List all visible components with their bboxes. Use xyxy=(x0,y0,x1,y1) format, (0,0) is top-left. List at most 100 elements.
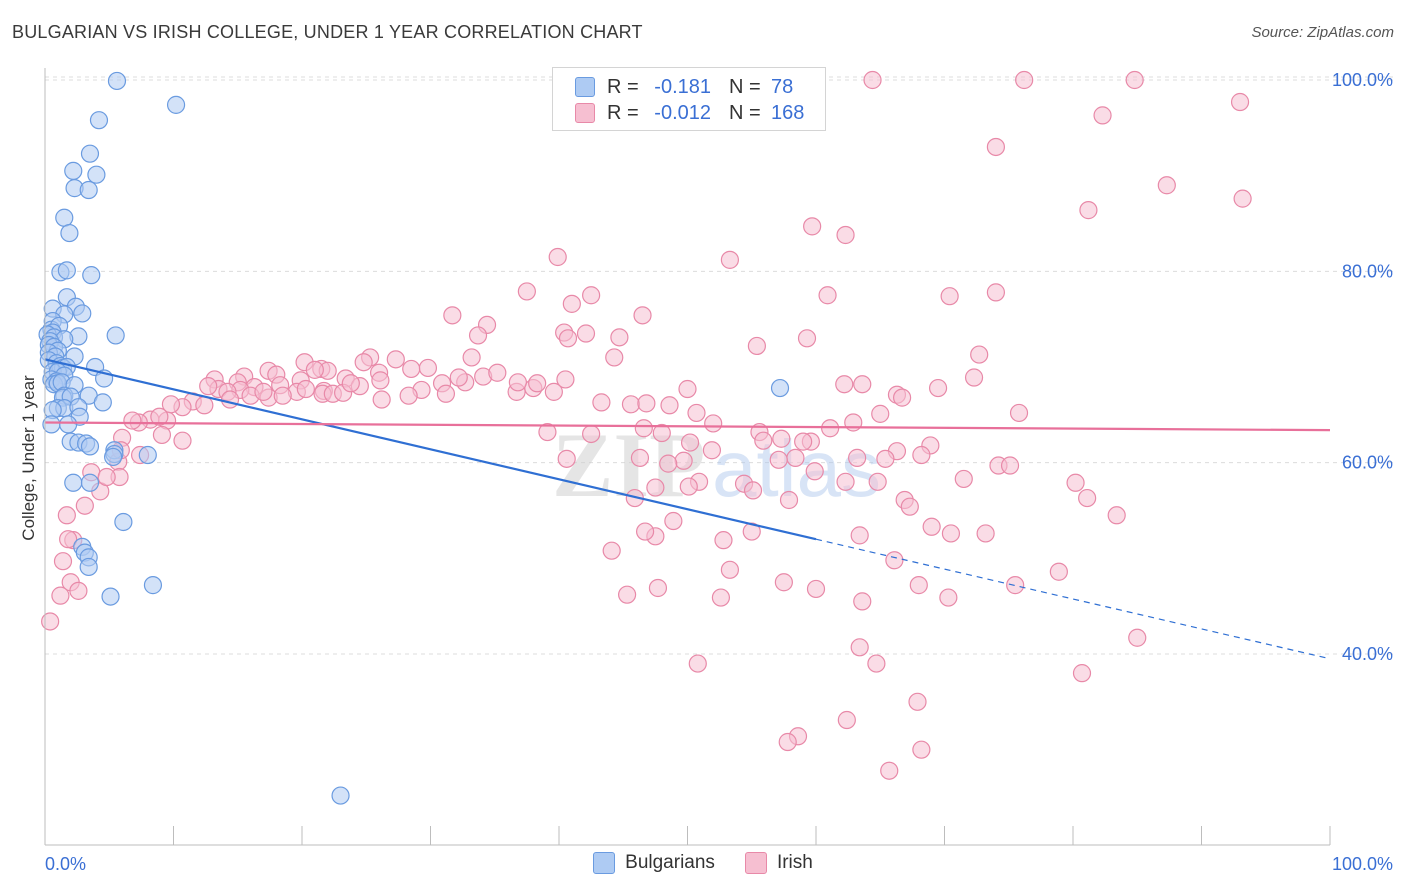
irish-point xyxy=(508,373,527,392)
bulgarian-point xyxy=(60,223,79,243)
irish-point xyxy=(711,588,731,607)
irish-point xyxy=(605,348,624,367)
irish-point xyxy=(123,411,142,430)
legend-item-irish[interactable]: Irish xyxy=(744,852,813,874)
irish-point xyxy=(853,592,872,611)
irish-point xyxy=(922,517,941,536)
bulgarian-point xyxy=(106,326,125,345)
irish-point xyxy=(664,511,683,531)
bulgarian-point xyxy=(101,587,120,606)
bulgarian-point xyxy=(73,304,92,323)
irish-point xyxy=(678,379,697,399)
irish-point xyxy=(986,137,1006,157)
irish-point xyxy=(635,522,655,541)
irish-point xyxy=(797,329,817,348)
legend-item-bulgarians[interactable]: Bulgarians xyxy=(593,852,715,874)
irish-point xyxy=(941,524,961,543)
irish-point xyxy=(853,375,872,394)
bulgarian-point xyxy=(80,473,100,492)
irish-point xyxy=(592,393,611,412)
irish-point xyxy=(659,454,678,473)
irish-point xyxy=(818,286,837,305)
irish-point xyxy=(558,329,578,348)
irish-point xyxy=(774,573,793,592)
irish-point xyxy=(402,359,421,379)
irish-point xyxy=(880,761,899,780)
irish-swatch xyxy=(575,103,595,123)
irish-point xyxy=(1233,189,1252,208)
irish-point xyxy=(1015,70,1034,90)
irish-point xyxy=(954,469,973,489)
r-value: -0.012 xyxy=(654,101,711,124)
irish-point xyxy=(1049,562,1068,581)
x-tick-label: 0.0% xyxy=(45,854,86,874)
irish-points xyxy=(41,70,1252,780)
bulgarian-point xyxy=(138,445,157,465)
irish-point xyxy=(928,378,948,398)
irish-point xyxy=(220,390,240,409)
irish-point xyxy=(912,445,931,465)
irish-point xyxy=(909,576,928,595)
irish-point xyxy=(806,579,826,599)
r-label: R = xyxy=(607,75,639,98)
irish-point xyxy=(939,588,958,607)
irish-point xyxy=(850,526,869,545)
irish-point xyxy=(837,710,856,730)
irish-point xyxy=(399,386,418,405)
bulgarian-point xyxy=(57,261,76,280)
trend-lines xyxy=(44,358,1331,660)
bulgarian-point xyxy=(64,473,83,492)
irish-legend-swatch xyxy=(744,852,767,874)
irish-point xyxy=(754,431,773,450)
irish-point xyxy=(557,449,576,468)
irish-point xyxy=(848,448,867,467)
irish-point xyxy=(273,386,292,405)
irish-point xyxy=(602,541,621,560)
bulgarian-point xyxy=(93,393,112,412)
irish-point xyxy=(876,449,895,468)
bulgarian-point xyxy=(114,512,133,532)
irish-point xyxy=(150,407,169,426)
irish-point xyxy=(621,395,641,414)
irish-point xyxy=(779,490,799,510)
irish-point xyxy=(538,422,557,442)
irish-point xyxy=(940,287,959,306)
irish-point xyxy=(803,217,822,236)
bulgarians-trend-extension xyxy=(815,538,1331,660)
irish-point xyxy=(720,560,740,579)
irish-point xyxy=(372,390,391,409)
y-tick-label: 80.0% xyxy=(1342,261,1393,281)
irish-point xyxy=(1157,176,1176,195)
irish-point xyxy=(371,371,390,390)
irish-point xyxy=(646,478,665,497)
irish-point xyxy=(1078,488,1097,508)
irish-point xyxy=(687,403,706,423)
irish-point xyxy=(341,374,360,393)
irish-point xyxy=(468,326,488,345)
bulgarian-point xyxy=(89,111,109,130)
bulgarian-point xyxy=(80,144,100,163)
bulgarians-legend-label: Bulgarians xyxy=(625,852,715,873)
y-tick-label: 100.0% xyxy=(1332,70,1393,90)
bulgarian-point xyxy=(55,208,74,227)
irish-point xyxy=(868,472,887,491)
y-tick-label: 60.0% xyxy=(1342,453,1393,473)
bulgarian-point xyxy=(80,437,100,456)
n-label: N = xyxy=(729,101,761,124)
irish-point xyxy=(633,306,652,325)
irish-point xyxy=(836,472,855,491)
irish-point xyxy=(908,692,927,711)
irish-point xyxy=(152,425,172,445)
gridlines xyxy=(45,76,1393,655)
bulgarian-point xyxy=(107,71,127,91)
bulgarian-point xyxy=(104,447,123,467)
bulgarian-point xyxy=(79,557,98,577)
irish-point xyxy=(892,388,912,407)
x-tick-label: 100.0% xyxy=(1332,854,1393,874)
irish-point xyxy=(679,477,698,496)
irish-point xyxy=(630,448,650,467)
irish-point xyxy=(1128,628,1147,647)
irish-point xyxy=(720,250,740,269)
correlation-legend: R = -0.181 N = 78 R = -0.012 N = 168 xyxy=(552,67,826,131)
series-legend: Bulgarians Irish xyxy=(0,852,1406,874)
